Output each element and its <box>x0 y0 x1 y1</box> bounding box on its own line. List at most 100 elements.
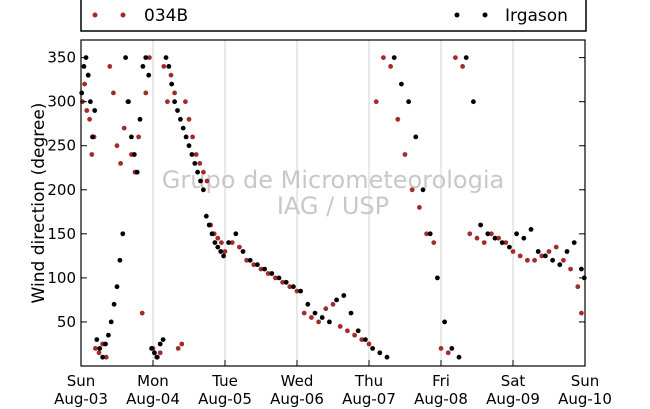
point-034b-61 <box>352 332 357 338</box>
point-irgason-21 <box>134 169 140 175</box>
point-034b-78 <box>474 235 480 241</box>
plot-frame <box>81 40 585 366</box>
plot-border <box>80 39 586 367</box>
point-irgason-87 <box>478 222 483 228</box>
point-irgason-30 <box>160 337 166 342</box>
point-034b-86 <box>532 257 537 263</box>
xtick-date-0: Aug-03 <box>54 390 108 408</box>
point-irgason-9 <box>100 354 105 360</box>
point-034b-76 <box>460 64 465 69</box>
point-irgason-65 <box>319 315 325 320</box>
point-034b-1 <box>82 81 87 87</box>
point-irgason-22 <box>137 116 143 122</box>
point-irgason-40 <box>189 152 195 157</box>
point-034b-46 <box>244 257 250 263</box>
point-irgason-69 <box>348 310 354 316</box>
point-irgason-13 <box>111 301 117 307</box>
point-irgason-45 <box>203 213 209 219</box>
point-irgason-39 <box>186 143 192 149</box>
point-irgason-66 <box>327 319 332 325</box>
point-irgason-35 <box>175 108 180 113</box>
point-irgason-84 <box>456 354 462 360</box>
point-034b-36 <box>197 161 203 166</box>
point-irgason-80 <box>427 231 433 237</box>
xtick-date-3: Aug-06 <box>270 390 324 408</box>
point-034b-77 <box>467 231 473 237</box>
point-irgason-77 <box>406 99 411 105</box>
point-irgason-79 <box>420 187 426 193</box>
point-irgason-31 <box>163 55 169 60</box>
point-034b-74 <box>445 350 451 356</box>
point-irgason-56 <box>255 262 260 268</box>
point-034b-41 <box>215 235 221 241</box>
point-034b-63 <box>366 341 372 347</box>
point-034b-37 <box>201 169 206 175</box>
legend-marker-irgason-1 <box>454 12 460 18</box>
point-irgason-43 <box>198 178 203 184</box>
point-irgason-86 <box>471 99 476 105</box>
point-irgason-54 <box>240 249 246 254</box>
point-034b-22 <box>147 55 152 60</box>
point-irgason-20 <box>131 152 137 157</box>
point-irgason-19 <box>129 134 134 140</box>
point-034b-89 <box>553 244 559 250</box>
point-irgason-96 <box>543 253 548 259</box>
point-irgason-12 <box>108 319 114 325</box>
y-axis-label: Wind direction (degree) <box>29 103 49 304</box>
point-034b-27 <box>165 99 170 105</box>
point-034b-26 <box>161 64 167 69</box>
point-irgason-73 <box>377 350 383 356</box>
point-034b-92 <box>575 284 581 290</box>
xtick-day-0: Sun <box>67 372 96 390</box>
legend-marker-034B-1 <box>92 12 98 18</box>
point-irgason-10 <box>103 341 108 347</box>
point-034b-8 <box>96 350 102 356</box>
watermark-line-2: IAG / USP <box>277 192 389 220</box>
point-034b-12 <box>111 90 116 96</box>
xtick-day-3: Wed <box>281 372 314 390</box>
point-034b-5 <box>89 152 95 157</box>
point-irgason-26 <box>149 346 155 351</box>
point-034b-11 <box>107 64 113 69</box>
point-034b-29 <box>172 90 178 96</box>
point-034b-13 <box>114 143 120 149</box>
legend-marker-irgason-2 <box>482 12 488 18</box>
x-axis-ticks: SunAug-03MonAug-04TueAug-05WedAug-06ThuA… <box>54 360 612 408</box>
point-034b-34 <box>190 134 196 140</box>
point-034b-65 <box>381 55 386 60</box>
point-irgason-59 <box>276 275 282 281</box>
point-034b-87 <box>539 253 545 259</box>
point-irgason-50 <box>218 249 224 254</box>
point-irgason-17 <box>123 55 128 60</box>
point-irgason-3 <box>85 72 91 78</box>
point-034b-28 <box>168 72 174 78</box>
point-irgason-91 <box>507 244 512 250</box>
point-irgason-74 <box>384 354 390 360</box>
point-034b-4 <box>87 116 92 122</box>
point-irgason-83 <box>449 346 455 351</box>
legend-box <box>80 0 587 32</box>
point-034b-35 <box>193 152 199 157</box>
point-irgason-41 <box>192 161 198 166</box>
point-irgason-52 <box>226 240 232 246</box>
point-034b-64 <box>373 99 379 105</box>
point-034b-21 <box>143 90 149 96</box>
point-irgason-70 <box>355 328 361 334</box>
point-034b-93 <box>579 310 584 316</box>
point-irgason-5 <box>90 134 95 140</box>
xtick-day-5: Fri <box>432 372 450 390</box>
ytick-label-350: 350 <box>47 49 76 67</box>
point-irgason-23 <box>140 64 146 69</box>
point-irgason-33 <box>169 81 175 87</box>
point-034b-14 <box>118 161 123 166</box>
point-irgason-15 <box>117 257 123 263</box>
point-irgason-32 <box>166 64 172 69</box>
point-034b-82 <box>503 240 509 246</box>
point-irgason-99 <box>564 249 570 254</box>
point-034b-49 <box>265 271 271 276</box>
point-irgason-14 <box>114 284 120 290</box>
point-irgason-16 <box>120 231 126 237</box>
point-034b-58 <box>330 301 336 307</box>
xtick-date-7: Aug-10 <box>558 390 612 408</box>
